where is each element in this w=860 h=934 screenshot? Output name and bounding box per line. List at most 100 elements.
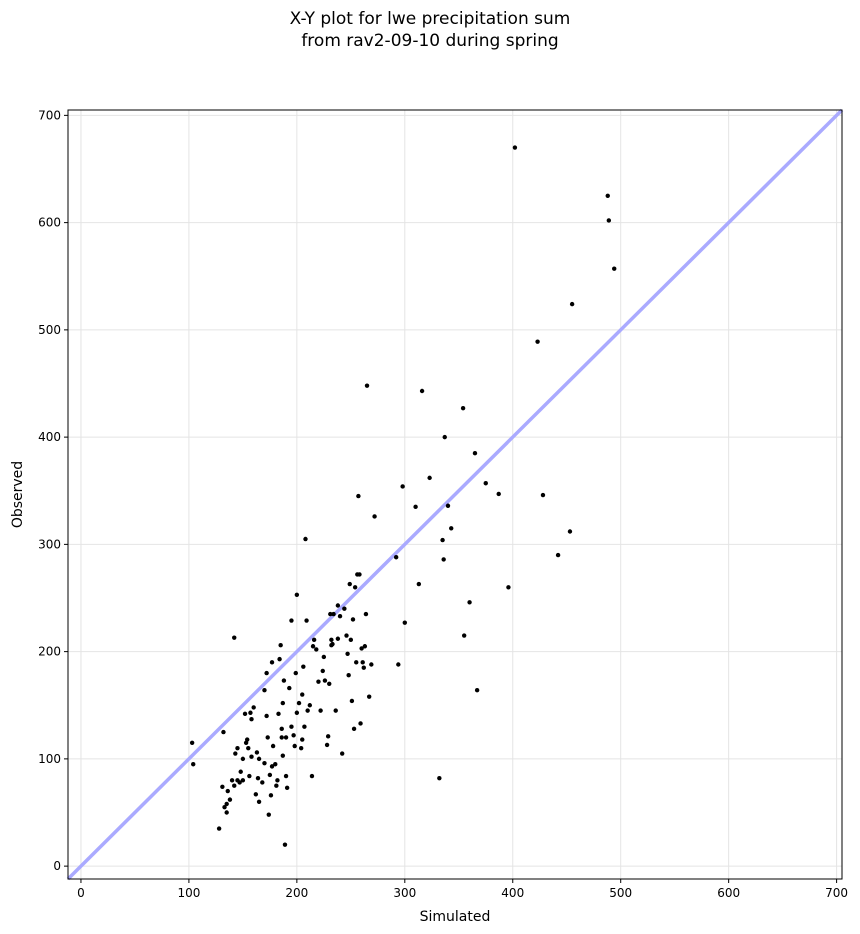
x-axis-label: Simulated	[420, 909, 491, 925]
data-point	[329, 642, 334, 648]
data-point	[237, 780, 242, 785]
data-point	[220, 784, 225, 789]
data-point	[339, 751, 345, 756]
data-point	[224, 801, 229, 807]
data-point	[238, 769, 243, 774]
data-point	[344, 633, 349, 638]
data-point	[262, 688, 267, 693]
data-point	[253, 792, 259, 797]
chart-title-line-1: X-Y plot for lwe precipitation sum	[289, 9, 571, 29]
data-point	[284, 785, 290, 791]
data-point	[437, 775, 442, 781]
y-axis-label: Observed	[10, 461, 26, 528]
data-point	[300, 737, 305, 742]
data-point	[328, 611, 333, 617]
y-tick-label: 200	[38, 645, 61, 659]
data-point	[325, 734, 331, 739]
data-point	[352, 585, 358, 590]
data-point	[345, 651, 350, 656]
data-point	[279, 726, 284, 732]
data-point	[294, 710, 300, 715]
data-point	[316, 679, 321, 684]
y-tick-label: 500	[38, 323, 61, 337]
data-point	[535, 339, 540, 344]
data-point	[335, 636, 341, 641]
y-tick-label: 600	[38, 216, 61, 230]
data-point	[413, 504, 418, 510]
data-point	[289, 618, 294, 623]
data-point	[311, 637, 317, 643]
data-point	[281, 678, 287, 683]
data-point	[442, 434, 447, 440]
data-point	[460, 405, 466, 411]
data-point	[232, 635, 237, 640]
x-tick-label: 0	[77, 886, 85, 900]
data-point	[302, 724, 307, 729]
data-point	[248, 710, 253, 715]
data-point	[440, 537, 445, 543]
data-point	[356, 493, 361, 499]
data-point	[264, 713, 269, 719]
data-point	[445, 503, 451, 508]
data-point	[269, 660, 275, 665]
data-point	[358, 721, 363, 726]
data-point	[567, 529, 573, 534]
data-point	[307, 703, 313, 708]
data-point	[351, 726, 357, 732]
data-point	[310, 644, 316, 649]
data-point	[305, 708, 310, 713]
data-point	[242, 711, 248, 717]
data-point	[262, 760, 267, 766]
data-point	[260, 780, 265, 785]
data-point	[449, 526, 454, 531]
data-point	[240, 756, 246, 762]
data-point	[278, 642, 283, 648]
data-point	[273, 762, 278, 767]
data-point	[347, 581, 352, 587]
data-point	[264, 670, 269, 676]
chart-title-line-2: from rav2-09-10 during spring	[301, 31, 559, 51]
data-point	[419, 388, 425, 394]
x-tick-label: 300	[393, 886, 416, 900]
data-point	[363, 611, 369, 617]
data-point	[441, 557, 446, 562]
plot-frame	[67, 109, 843, 880]
data-point	[467, 600, 472, 605]
data-point	[229, 778, 235, 783]
data-point	[606, 218, 612, 223]
data-point	[393, 555, 399, 560]
data-point	[191, 762, 196, 767]
data-point	[346, 673, 351, 678]
data-point	[372, 514, 377, 519]
data-point	[249, 754, 254, 759]
reference-line	[66, 108, 844, 881]
data-point	[540, 492, 546, 498]
data-point	[256, 799, 262, 804]
data-point	[354, 660, 359, 665]
data-point	[369, 662, 374, 667]
data-point	[227, 797, 233, 802]
data-point	[255, 775, 261, 781]
data-point	[269, 764, 275, 769]
y-tick-label: 300	[38, 537, 61, 551]
data-point	[282, 842, 288, 847]
data-point	[254, 750, 260, 755]
data-point	[266, 812, 271, 817]
data-point	[296, 700, 302, 706]
data-point	[350, 617, 356, 622]
data-point	[256, 756, 262, 762]
data-point	[275, 778, 280, 783]
data-point	[189, 740, 195, 745]
y-tick-label: 700	[38, 108, 61, 122]
data-point	[224, 810, 229, 815]
data-point	[612, 266, 617, 271]
data-point	[348, 637, 354, 643]
data-point	[287, 685, 292, 691]
data-point	[251, 705, 256, 710]
data-point	[301, 664, 306, 669]
data-point	[292, 743, 297, 749]
data-point	[293, 670, 298, 676]
y-tick-label: 0	[53, 859, 61, 873]
data-point	[366, 694, 372, 699]
